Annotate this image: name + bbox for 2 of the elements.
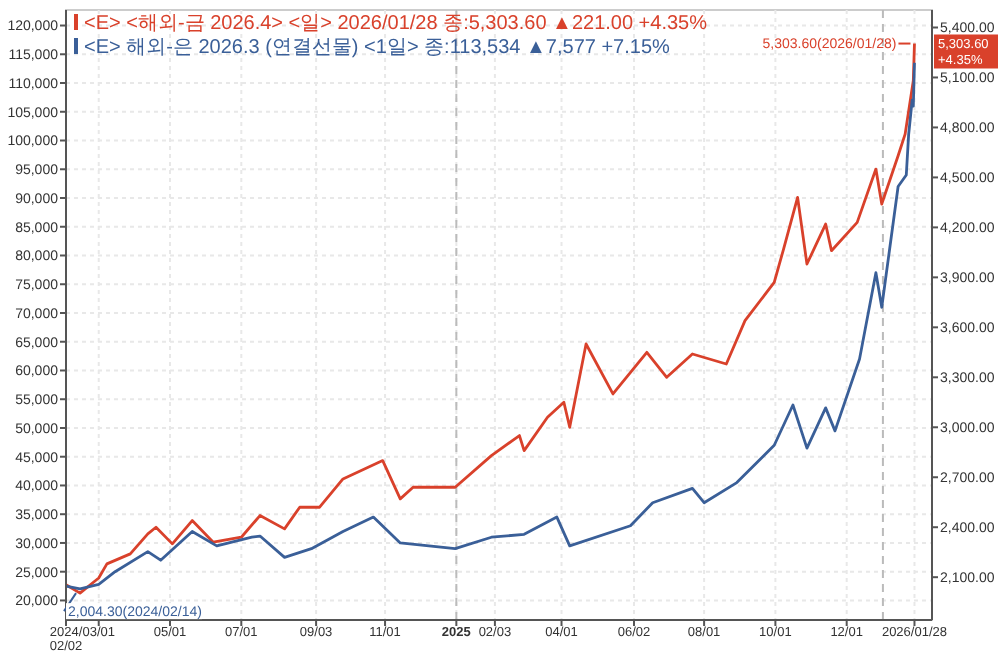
legend-label: <E> <해외-금 2026.4> <일> 2026/01/28 종:5,303.60 ▲221.00 +4.35% <box>84 13 708 35</box>
legend-label: <E> 해외-은 2026.3 (연결선물) <1일> 종:113,534 ▲7,577 +7.15% <box>84 37 671 59</box>
